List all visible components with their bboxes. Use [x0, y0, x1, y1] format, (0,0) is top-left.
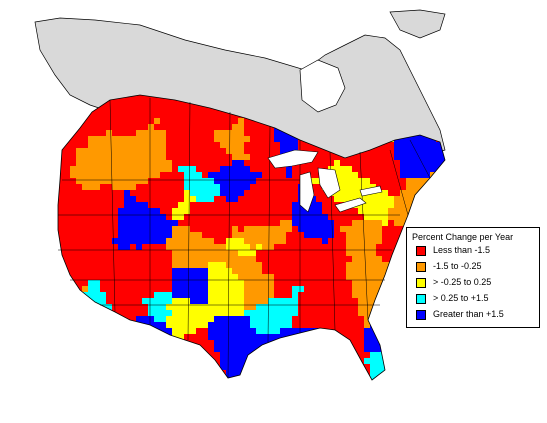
hudson-bay — [299, 59, 346, 113]
legend-item-stable: > -0.25 to 0.25 — [407, 275, 539, 291]
yellow-swatch — [416, 278, 426, 288]
orange-swatch — [416, 262, 426, 272]
coastline — [57, 94, 446, 381]
legend-label: Greater than +1.5 — [433, 309, 504, 319]
legend-label: > -0.25 to 0.25 — [433, 277, 492, 287]
blue-swatch — [416, 310, 426, 320]
legend-item-moderate-decline: -1.5 to -0.25 — [407, 259, 539, 275]
lake-huron — [317, 167, 341, 199]
legend-label: -1.5 to -0.25 — [433, 261, 482, 271]
legend-item-less-than: Less than -1.5 — [407, 243, 539, 259]
legend: Percent Change per Year Less than -1.5 -… — [406, 227, 540, 328]
lake-erie — [334, 197, 367, 213]
lake-superior — [267, 149, 319, 169]
lake-michigan — [299, 171, 315, 213]
legend-label: Less than -1.5 — [433, 245, 491, 255]
great-lakes — [267, 149, 383, 213]
cyan-swatch — [416, 294, 426, 304]
legend-title: Percent Change per Year — [412, 232, 514, 242]
legend-label: > 0.25 to +1.5 — [433, 293, 489, 303]
legend-item-moderate-increase: > 0.25 to +1.5 — [407, 291, 539, 307]
red-swatch — [416, 246, 426, 256]
greenland-edge — [389, 9, 446, 39]
lake-ontario — [359, 185, 383, 197]
state-boundaries — [58, 98, 431, 379]
legend-item-greater-than: Greater than +1.5 — [407, 307, 539, 323]
